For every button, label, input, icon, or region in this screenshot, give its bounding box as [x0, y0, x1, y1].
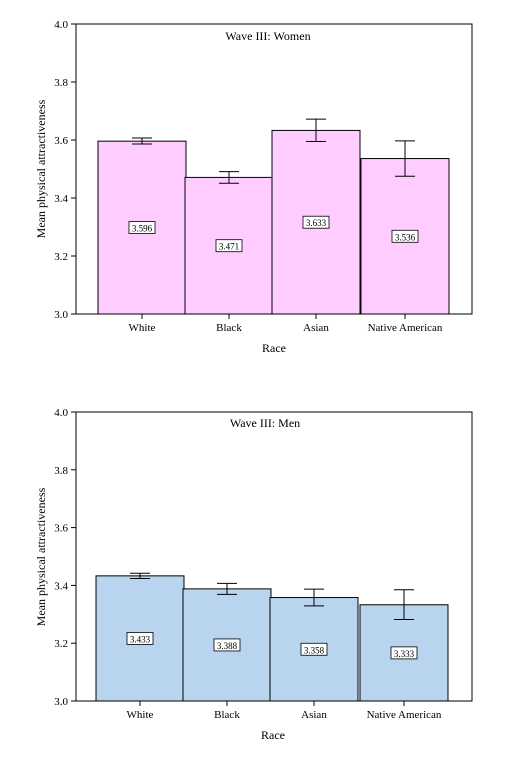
data-label-box	[215, 239, 243, 253]
data-label: 3.333	[394, 649, 415, 659]
data-label: 3.388	[217, 641, 238, 651]
data-label-box	[213, 638, 241, 652]
category-label: White	[127, 709, 154, 721]
y-tick-label: 3.6	[54, 523, 68, 535]
data-label-box	[126, 632, 154, 645]
y-tick-label: 3.0	[54, 309, 68, 321]
y-tick-label: 3.2	[54, 251, 68, 263]
chart-title: Wave III: Men	[230, 416, 300, 430]
women-chart-svg: Wave III: Women Mean physical attractive…	[34, 19, 473, 355]
data-label: 3.471	[219, 242, 239, 252]
category-label: Black	[216, 322, 242, 334]
men-chart-svg: Wave III: Men Mean physical attractivene…	[34, 407, 473, 742]
data-label-box	[390, 646, 418, 660]
data-label-box	[128, 221, 156, 234]
data-label-box	[302, 215, 330, 229]
y-tick-label: 3.8	[54, 465, 68, 477]
women-chart: Wave III: Women Mean physical attractive…	[0, 0, 513, 386]
data-label-box	[391, 229, 419, 243]
data-label: 3.596	[132, 224, 153, 234]
category-label: Native American	[367, 709, 442, 721]
y-tick-label: 3.4	[54, 580, 68, 592]
y-tick-label: 4.0	[54, 19, 68, 31]
data-label: 3.633	[306, 218, 327, 228]
data-label: 3.433	[130, 634, 151, 644]
x-axis-label: Race	[262, 341, 286, 355]
y-axis-label: Mean physical attractiveness	[34, 99, 48, 238]
category-label: Native American	[368, 322, 443, 334]
y-tick-label: 3.0	[54, 696, 68, 708]
y-tick-label: 3.2	[54, 638, 68, 650]
y-tick-label: 4.0	[54, 407, 68, 419]
category-label: Asian	[301, 709, 327, 721]
category-label: Asian	[303, 322, 329, 334]
category-label: Black	[214, 709, 240, 721]
data-label-box	[300, 642, 328, 656]
category-label: White	[129, 322, 156, 334]
data-label: 3.358	[304, 645, 325, 655]
chart-title: Wave III: Women	[225, 29, 310, 43]
men-chart: Wave III: Men Mean physical attractivene…	[0, 388, 513, 774]
x-axis-label: Race	[261, 728, 285, 742]
y-tick-label: 3.8	[54, 77, 68, 89]
data-label: 3.536	[395, 232, 416, 242]
y-tick-label: 3.6	[54, 135, 68, 147]
y-tick-label: 3.4	[54, 193, 68, 205]
y-axis-label: Mean physical attractiveness	[34, 487, 48, 626]
